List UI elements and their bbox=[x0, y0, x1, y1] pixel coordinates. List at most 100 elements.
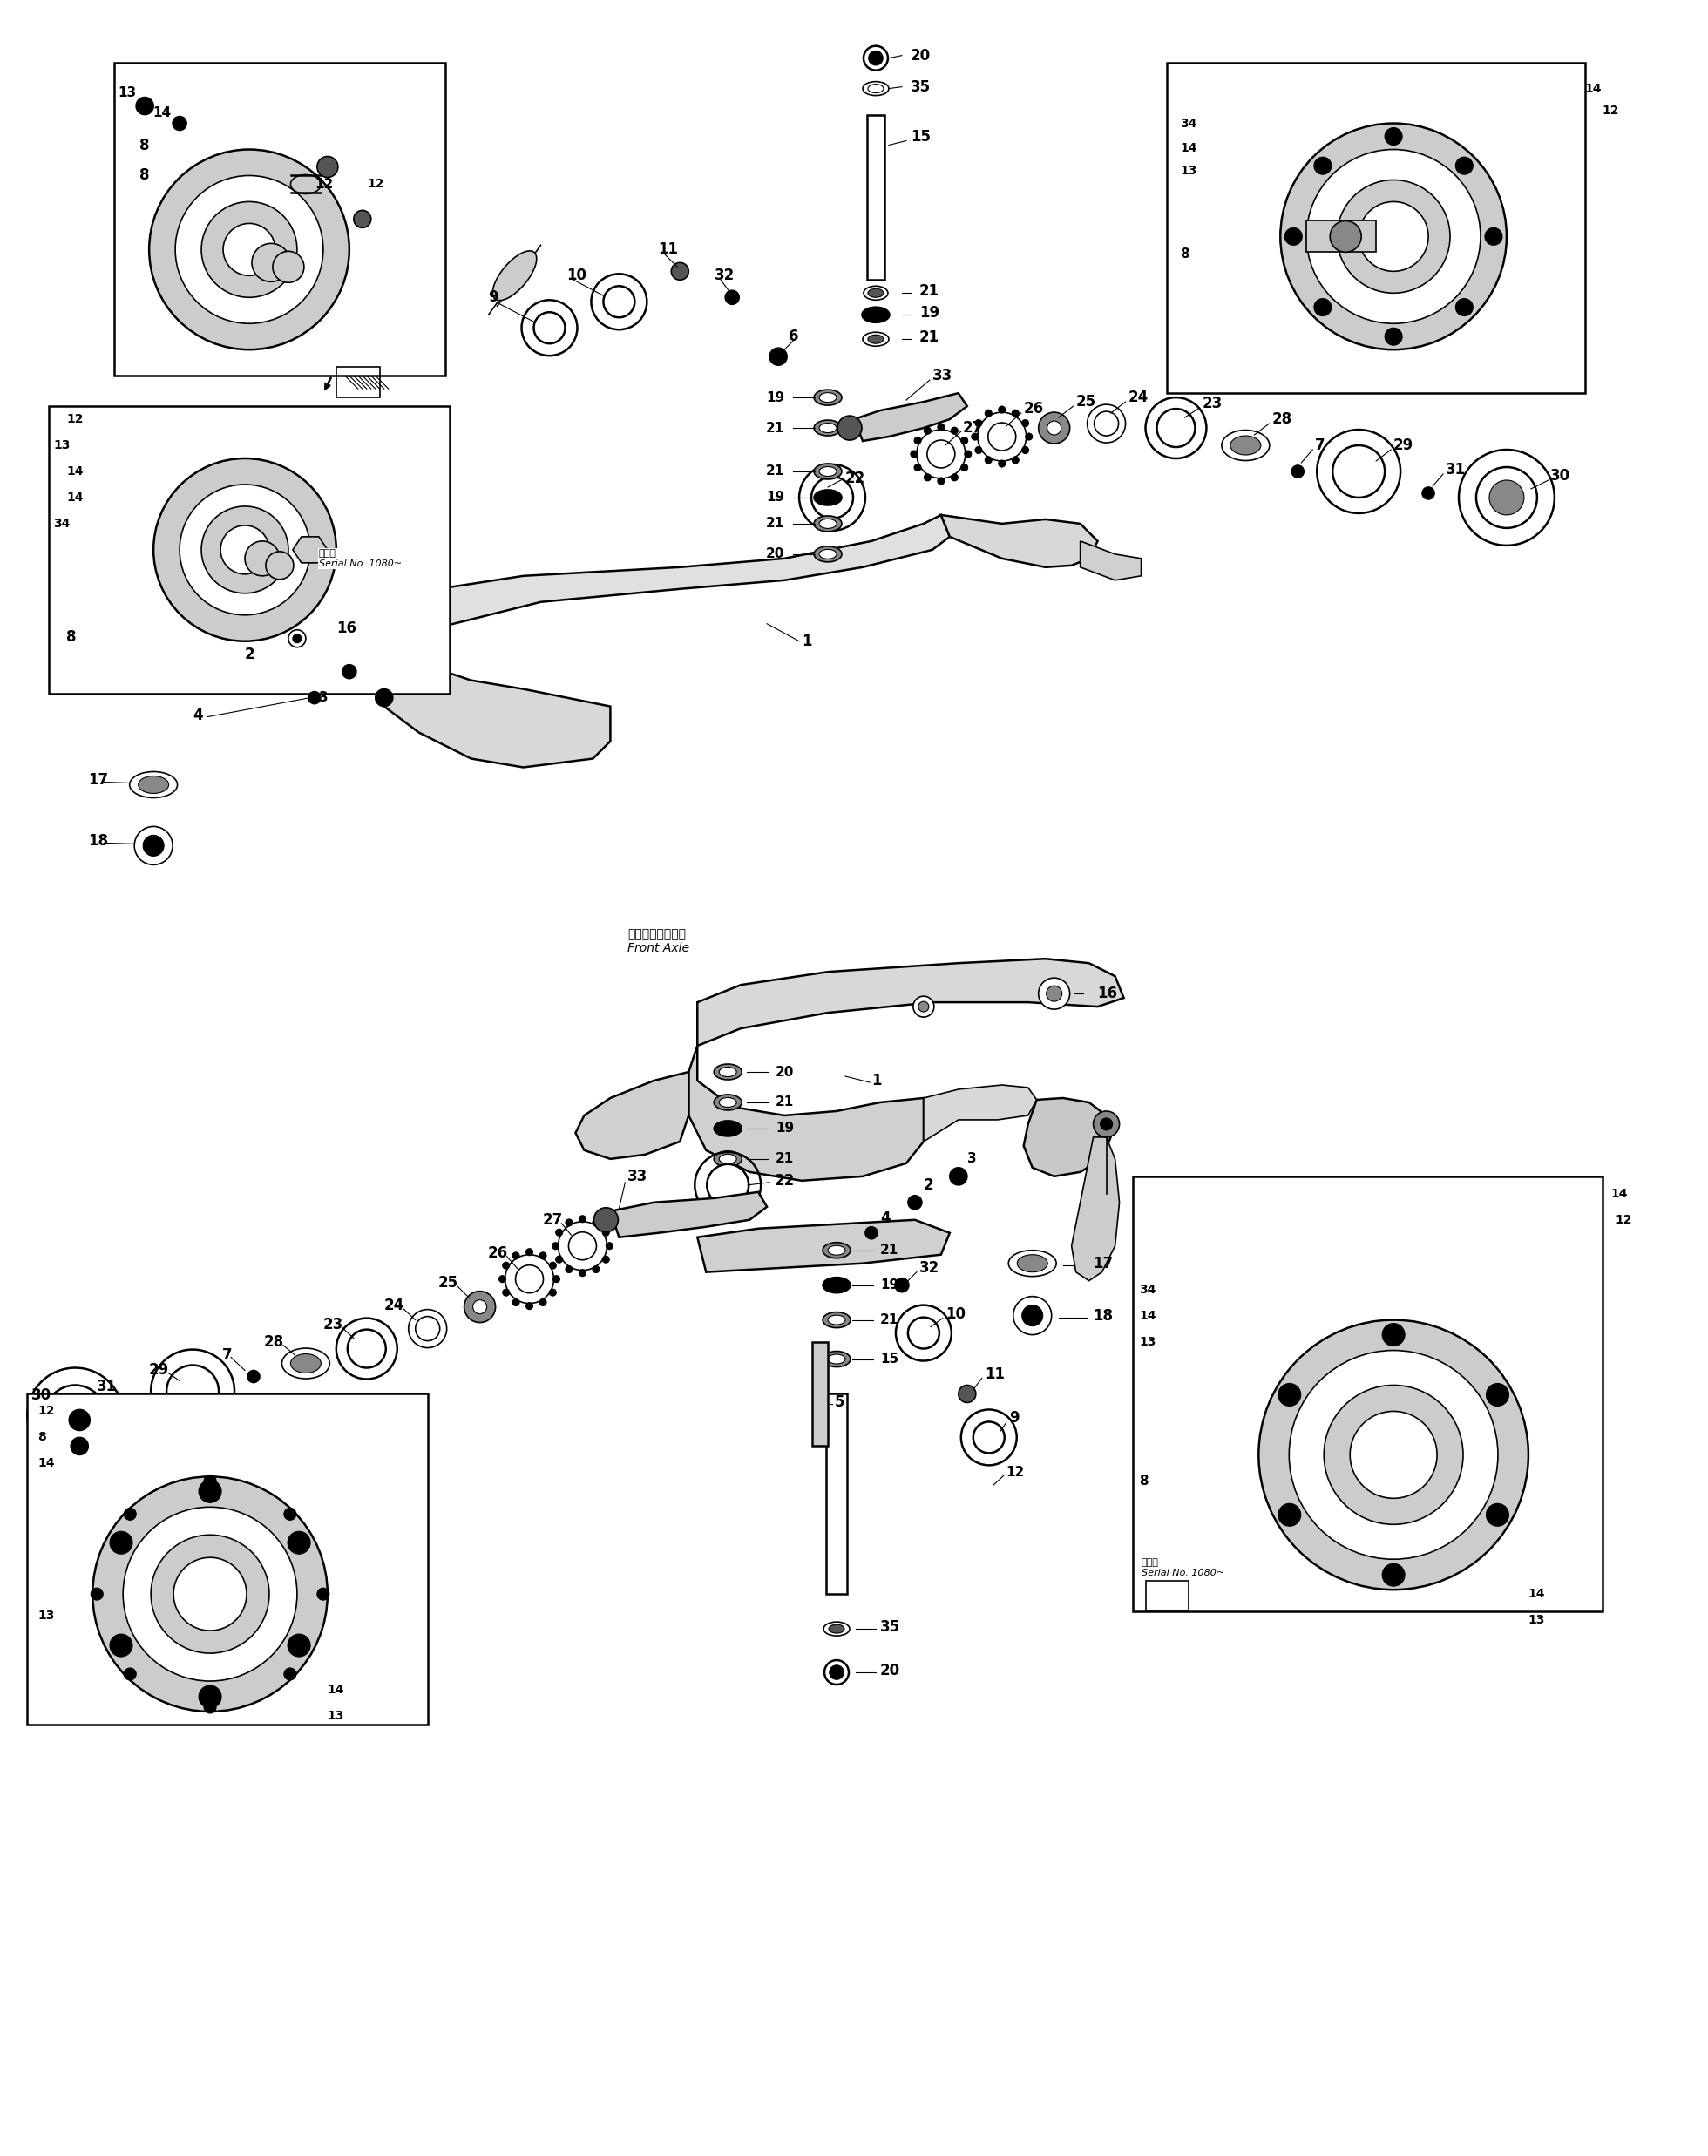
Circle shape bbox=[347, 1330, 386, 1367]
Ellipse shape bbox=[868, 334, 883, 343]
Circle shape bbox=[202, 203, 297, 298]
Polygon shape bbox=[854, 392, 967, 442]
Text: 21: 21 bbox=[765, 420, 784, 436]
Bar bbox=[1146, 1580, 1189, 1611]
Circle shape bbox=[974, 1421, 1004, 1453]
Circle shape bbox=[266, 552, 294, 580]
Text: 5: 5 bbox=[835, 1395, 845, 1410]
Circle shape bbox=[415, 1317, 439, 1341]
Circle shape bbox=[137, 97, 154, 114]
Circle shape bbox=[1337, 179, 1450, 293]
Circle shape bbox=[951, 474, 958, 481]
Text: 15: 15 bbox=[880, 1352, 898, 1365]
Circle shape bbox=[1385, 328, 1402, 345]
Text: 26: 26 bbox=[487, 1244, 507, 1261]
Circle shape bbox=[287, 1634, 311, 1656]
Ellipse shape bbox=[823, 1352, 851, 1367]
Circle shape bbox=[1278, 1503, 1301, 1526]
Circle shape bbox=[914, 438, 921, 444]
Circle shape bbox=[914, 464, 921, 470]
Circle shape bbox=[569, 1231, 596, 1259]
Ellipse shape bbox=[290, 175, 321, 194]
Circle shape bbox=[938, 476, 945, 485]
Text: 1: 1 bbox=[871, 1074, 881, 1089]
Circle shape bbox=[540, 1253, 547, 1259]
Text: 13: 13 bbox=[1180, 166, 1197, 177]
Circle shape bbox=[975, 446, 982, 453]
Ellipse shape bbox=[823, 1313, 851, 1328]
Circle shape bbox=[174, 1557, 246, 1630]
Circle shape bbox=[248, 1371, 260, 1382]
Circle shape bbox=[924, 474, 931, 481]
Circle shape bbox=[516, 1266, 543, 1294]
Circle shape bbox=[1025, 433, 1032, 440]
Text: 13: 13 bbox=[38, 1611, 55, 1621]
Circle shape bbox=[895, 1279, 909, 1291]
Ellipse shape bbox=[130, 772, 178, 798]
Text: 21: 21 bbox=[919, 330, 939, 345]
Circle shape bbox=[318, 157, 338, 177]
Circle shape bbox=[150, 1535, 270, 1654]
Circle shape bbox=[603, 1229, 610, 1235]
Circle shape bbox=[173, 116, 186, 129]
Circle shape bbox=[535, 313, 565, 343]
Ellipse shape bbox=[820, 423, 837, 433]
Bar bbox=[1307, 220, 1377, 252]
Text: 8: 8 bbox=[38, 1432, 46, 1445]
Ellipse shape bbox=[714, 1151, 741, 1166]
Circle shape bbox=[198, 1686, 222, 1708]
Text: 21: 21 bbox=[765, 517, 784, 530]
Circle shape bbox=[811, 476, 852, 517]
Circle shape bbox=[1313, 298, 1332, 317]
Circle shape bbox=[149, 149, 350, 349]
Circle shape bbox=[125, 1507, 137, 1520]
Ellipse shape bbox=[868, 84, 883, 93]
Text: 18: 18 bbox=[1093, 1309, 1114, 1324]
Circle shape bbox=[962, 438, 968, 444]
Text: 19: 19 bbox=[765, 492, 784, 505]
Circle shape bbox=[1047, 985, 1062, 1000]
Circle shape bbox=[135, 826, 173, 865]
Circle shape bbox=[1093, 1110, 1119, 1136]
Text: 14: 14 bbox=[1611, 1188, 1628, 1201]
Circle shape bbox=[526, 1302, 533, 1309]
Text: 13: 13 bbox=[1139, 1335, 1156, 1348]
Ellipse shape bbox=[714, 1095, 741, 1110]
Circle shape bbox=[154, 459, 336, 640]
Circle shape bbox=[594, 1207, 618, 1231]
Circle shape bbox=[914, 996, 934, 1018]
Circle shape bbox=[1038, 979, 1069, 1009]
Text: 26: 26 bbox=[1023, 401, 1044, 416]
Circle shape bbox=[499, 1276, 506, 1283]
Text: 2: 2 bbox=[244, 647, 254, 662]
Text: 28: 28 bbox=[263, 1335, 284, 1350]
Circle shape bbox=[965, 451, 972, 457]
Text: 20: 20 bbox=[775, 1065, 794, 1078]
Circle shape bbox=[986, 457, 992, 464]
Circle shape bbox=[938, 423, 945, 431]
Circle shape bbox=[555, 1257, 562, 1263]
Ellipse shape bbox=[282, 1348, 330, 1378]
Circle shape bbox=[1156, 410, 1196, 446]
Text: 19: 19 bbox=[765, 390, 784, 403]
Circle shape bbox=[198, 1479, 222, 1503]
Text: 16: 16 bbox=[1098, 985, 1117, 1000]
Ellipse shape bbox=[1230, 436, 1261, 455]
Circle shape bbox=[987, 423, 1016, 451]
Text: 28: 28 bbox=[1272, 412, 1291, 427]
Text: 17: 17 bbox=[1093, 1255, 1114, 1272]
Circle shape bbox=[1489, 481, 1524, 515]
Circle shape bbox=[1011, 410, 1020, 416]
Ellipse shape bbox=[828, 1623, 844, 1634]
Text: 30: 30 bbox=[1551, 468, 1570, 483]
Circle shape bbox=[318, 1589, 330, 1600]
Text: 19: 19 bbox=[880, 1279, 898, 1291]
Text: 12: 12 bbox=[314, 177, 333, 192]
Text: 10: 10 bbox=[567, 267, 588, 282]
Circle shape bbox=[109, 1634, 133, 1656]
Circle shape bbox=[251, 244, 290, 282]
Ellipse shape bbox=[290, 1354, 321, 1373]
Text: 7: 7 bbox=[1315, 438, 1325, 453]
Circle shape bbox=[799, 464, 866, 530]
Text: 13: 13 bbox=[53, 440, 70, 451]
